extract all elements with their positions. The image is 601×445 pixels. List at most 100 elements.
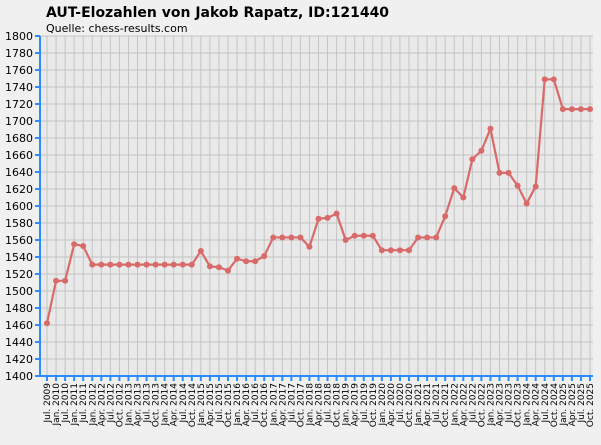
- x-tick-label: Oct. 2022: [477, 383, 487, 427]
- x-tick-label: Jan. 2021: [414, 383, 424, 427]
- data-point: [225, 267, 231, 274]
- data-point: [505, 169, 512, 176]
- y-tick-label: 1440: [5, 336, 33, 349]
- data-point: [532, 183, 539, 190]
- x-tick-label: Jan. 2020: [378, 383, 388, 427]
- x-tick-label: Jan. 2011: [70, 383, 80, 427]
- data-point: [478, 147, 485, 154]
- data-point: [71, 241, 78, 248]
- data-point: [197, 248, 204, 255]
- x-tick-label: Jul. 2022: [468, 383, 478, 424]
- data-point: [360, 232, 367, 239]
- x-tick-label: Jul. 2013: [143, 383, 153, 424]
- x-tick-label: Jan. 2022: [450, 383, 460, 427]
- data-point: [496, 169, 503, 176]
- axes: [35, 35, 593, 381]
- data-point: [270, 234, 277, 241]
- x-tick-label: Apr. 2013: [134, 383, 144, 426]
- data-point: [98, 261, 105, 268]
- data-point: [152, 261, 159, 268]
- data-point: [188, 261, 195, 268]
- y-tick-label: 1460: [5, 319, 33, 332]
- data-point: [451, 185, 458, 192]
- x-tick-label: Apr. 2019: [351, 383, 361, 427]
- data-point: [433, 234, 440, 241]
- grid: [40, 35, 593, 377]
- y-tick-label: 1720: [5, 98, 33, 111]
- x-tick-label: Oct. 2013: [152, 383, 162, 427]
- x-tick-label: Oct. 2021: [441, 383, 451, 427]
- data-point: [261, 253, 268, 260]
- data-point: [387, 247, 394, 254]
- x-tick-label: Jul. 2020: [396, 383, 406, 424]
- data-point: [243, 258, 250, 265]
- data-point: [541, 76, 548, 83]
- y-tick-label: 1680: [5, 132, 33, 145]
- x-tick-label: Jul. 2011: [79, 383, 89, 424]
- x-tick-label: Oct. 2020: [405, 383, 415, 427]
- data-point: [89, 261, 96, 268]
- data-point: [306, 243, 313, 250]
- x-tick-label: Apr. 2024: [532, 383, 542, 427]
- x-tick-label: Oct. 2024: [550, 383, 560, 427]
- x-tick-label: Oct. 2012: [115, 383, 125, 427]
- data-point: [53, 277, 60, 284]
- x-tick-label: Jan. 2012: [88, 383, 98, 427]
- x-tick-label: Jul. 2009: [43, 383, 53, 424]
- data-point: [125, 261, 132, 268]
- x-tick-label: Apr. 2021: [423, 383, 433, 426]
- x-tick-label: Jan. 2014: [161, 383, 171, 427]
- data-point: [143, 261, 150, 268]
- y-tick-label: 1620: [5, 183, 33, 196]
- data-point: [568, 106, 575, 113]
- x-tick-label: Jul. 2014: [179, 383, 189, 424]
- data-point: [333, 210, 340, 217]
- data-point: [134, 261, 141, 268]
- data-point: [406, 247, 412, 254]
- x-axis-ticks: Jul. 2009 Jan. 2010 Jul. 2010 Jan. 2011 Jul.…: [43, 383, 596, 427]
- y-tick-label: 1420: [5, 353, 33, 366]
- x-tick-label: Jan. 2013: [124, 383, 134, 427]
- y-tick-label: 1780: [5, 47, 33, 60]
- y-tick-label: 1480: [5, 302, 33, 315]
- x-tick-label: Jul. 2025: [577, 383, 587, 424]
- data-point: [514, 182, 521, 189]
- x-tick-label: Oct. 2023: [514, 383, 524, 427]
- x-tick-label: Oct. 2015: [224, 383, 234, 427]
- y-tick-label: 1640: [5, 166, 33, 179]
- chart-subtitle: Quelle: chess-results.com: [46, 22, 188, 35]
- y-tick-label: 1500: [5, 285, 33, 298]
- y-tick-label: 1740: [5, 81, 33, 94]
- data-point: [297, 234, 304, 241]
- x-tick-label: Jan. 2016: [233, 383, 243, 427]
- x-tick-label: Jan. 2019: [342, 383, 352, 427]
- data-point: [369, 232, 376, 239]
- data-point: [442, 213, 449, 220]
- x-tick-label: Jul. 2016: [251, 383, 261, 424]
- data-point: [523, 200, 530, 207]
- x-tick-label: Jan. 2018: [305, 383, 315, 427]
- y-tick-label: 1520: [5, 268, 33, 281]
- data-point: [424, 234, 431, 241]
- data-point: [279, 234, 286, 241]
- x-tick-label: Jan. 2024: [523, 383, 533, 427]
- x-tick-label: Jul. 2018: [324, 383, 334, 424]
- x-tick-label: Oct. 2025: [586, 383, 596, 427]
- x-tick-label: Apr. 2012: [97, 383, 107, 426]
- x-tick-label: Apr. 2025: [568, 383, 578, 426]
- x-tick-label: Jan. 2010: [52, 383, 62, 427]
- x-tick-label: Jul. 2012: [106, 383, 116, 424]
- y-tick-label: 1800: [5, 30, 33, 43]
- data-point: [324, 214, 331, 221]
- y-tick-label: 1700: [5, 115, 33, 128]
- x-tick-label: Oct. 2014: [188, 383, 198, 427]
- y-tick-label: 1540: [5, 251, 33, 264]
- data-point: [378, 247, 385, 254]
- x-tick-label: Jan. 2023: [486, 383, 496, 427]
- data-point: [550, 76, 557, 83]
- data-point: [215, 264, 222, 271]
- data-point: [577, 106, 584, 113]
- data-point: [62, 277, 69, 284]
- x-tick-label: Apr. 2017: [278, 383, 288, 426]
